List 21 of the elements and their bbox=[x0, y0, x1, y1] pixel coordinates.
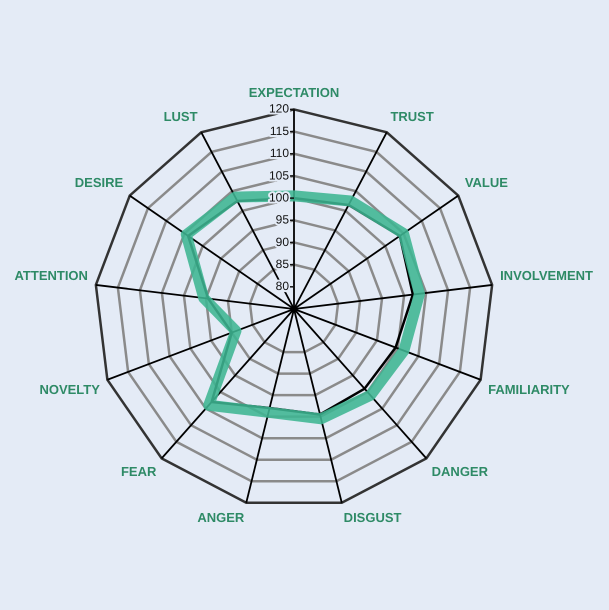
y-tick-label: 100 bbox=[268, 190, 290, 204]
y-tick-label: 85 bbox=[276, 256, 290, 271]
spoke-label: FAMILIARITY bbox=[488, 382, 570, 397]
y-tick-label: 115 bbox=[270, 124, 290, 138]
spoke-label: ATTENTION bbox=[14, 268, 88, 283]
spoke-label: DESIRE bbox=[74, 174, 124, 190]
spoke-label: FEAR bbox=[120, 464, 157, 479]
spoke-label: VALUE bbox=[464, 174, 508, 190]
spoke-label: NOVELTY bbox=[39, 382, 100, 397]
spoke-label: LUST bbox=[164, 108, 198, 124]
spoke-label: EXPECTATION bbox=[248, 85, 340, 100]
spoke-label: ANGER bbox=[197, 510, 245, 525]
spoke-label: DISGUST bbox=[344, 510, 402, 525]
y-tick-label: 90 bbox=[276, 234, 290, 249]
spoke-label: TRUST bbox=[390, 108, 434, 124]
spoke-label: INVOLVEMENT bbox=[500, 268, 594, 283]
y-tick-label: 110 bbox=[270, 146, 290, 160]
y-tick-label: 105 bbox=[268, 168, 290, 182]
spoke-label: DANGER bbox=[432, 464, 489, 479]
y-tick-label: 95 bbox=[276, 212, 290, 227]
y-tick-label: 120 bbox=[268, 102, 290, 116]
